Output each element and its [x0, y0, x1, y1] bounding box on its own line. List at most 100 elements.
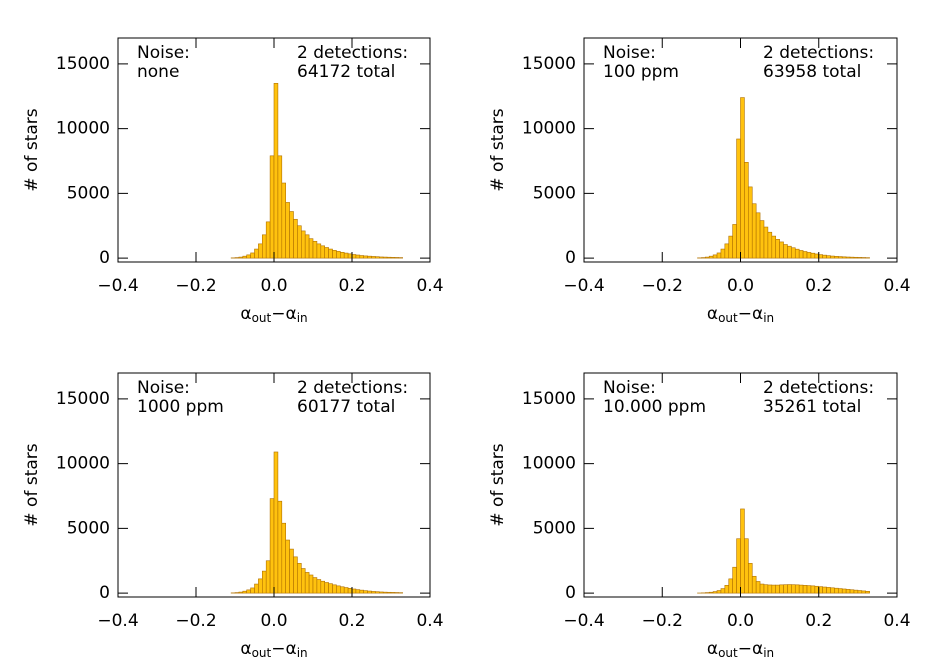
bar — [826, 255, 831, 259]
bar — [289, 548, 294, 594]
detections-label: 2 detections: — [297, 43, 408, 63]
detections-total: 64172 total — [297, 62, 395, 82]
x-tick-label: 0.2 — [338, 611, 365, 631]
bar — [367, 590, 372, 594]
bar — [328, 583, 333, 594]
bar — [261, 234, 267, 259]
bar — [332, 584, 337, 594]
x-label-subscript: out — [252, 646, 272, 660]
x-axis-label: αout−αin — [707, 304, 774, 325]
bar — [390, 592, 396, 594]
bar — [254, 248, 259, 259]
bar — [732, 566, 737, 594]
x-label-symbol: −α — [738, 639, 763, 659]
x-tick-label: −0.4 — [563, 611, 604, 631]
bar — [293, 218, 298, 259]
bar — [343, 587, 349, 594]
bar — [320, 580, 325, 594]
bar — [802, 251, 808, 259]
bar — [246, 589, 251, 594]
bar — [716, 590, 722, 594]
bar — [281, 182, 286, 259]
x-label-subscript: in — [297, 646, 308, 660]
noise-value: 10.000 ppm — [603, 397, 706, 417]
bar — [234, 592, 240, 594]
bar — [861, 257, 866, 259]
panel: 0 5000 10000 15000 −0.4 −0.2 0.0 0.2 0.4 # of sta… — [22, 37, 444, 325]
bar — [398, 257, 403, 259]
bar — [242, 590, 248, 594]
bar — [826, 587, 831, 594]
bar — [861, 590, 866, 594]
bar — [246, 254, 251, 259]
detections-label: 2 detections: — [763, 378, 874, 398]
bar — [763, 584, 769, 594]
bar — [798, 584, 804, 594]
x-tick-label: 0.0 — [260, 276, 287, 296]
bar — [324, 247, 329, 259]
bar — [779, 584, 784, 594]
x-label-symbol: −α — [738, 304, 763, 324]
x-label-subscript: out — [718, 311, 738, 325]
bar — [787, 245, 792, 259]
bar — [748, 186, 753, 259]
bar — [841, 256, 847, 259]
x-label-symbol: α — [707, 639, 718, 659]
y-tick-label: 10000 — [522, 119, 576, 139]
bar — [740, 97, 745, 259]
bar — [787, 584, 792, 594]
bar — [269, 498, 275, 594]
bar — [359, 589, 364, 594]
x-label-symbol: α — [240, 639, 251, 659]
bar — [265, 221, 271, 259]
bar — [728, 235, 733, 259]
bar — [351, 588, 357, 594]
bar — [273, 451, 279, 594]
x-tick-label: −0.2 — [642, 276, 683, 296]
bar — [830, 255, 835, 259]
x-tick-label: 0.0 — [727, 611, 754, 631]
noise-value: 100 ppm — [603, 62, 679, 82]
bar — [343, 252, 349, 259]
bar — [849, 256, 855, 259]
bar — [312, 577, 318, 594]
y-tick-label: 5000 — [533, 183, 576, 203]
panel: 0 5000 10000 15000 −0.4 −0.2 0.0 0.2 0.4 # of sta… — [22, 372, 444, 660]
bar — [297, 563, 302, 594]
bar — [316, 579, 322, 594]
bar — [347, 588, 353, 594]
bar — [300, 230, 306, 259]
bar — [822, 586, 827, 594]
bar — [250, 252, 255, 259]
y-axis-label: # of stars — [22, 108, 42, 191]
y-axis-label: # of stars — [488, 108, 508, 191]
bar — [704, 592, 710, 594]
bar — [238, 256, 244, 259]
bar — [755, 581, 761, 594]
bar — [806, 585, 812, 594]
bar — [724, 243, 730, 259]
noise-label: Noise: — [603, 378, 656, 398]
bar — [363, 590, 368, 594]
bar — [308, 574, 314, 594]
bar — [849, 589, 855, 594]
bar — [736, 538, 741, 594]
y-axis-label: # of stars — [22, 443, 42, 526]
bar — [810, 252, 816, 259]
bar — [308, 238, 314, 259]
x-tick-label: 0.4 — [883, 611, 910, 631]
bar — [250, 587, 255, 594]
x-label-subscript: in — [763, 311, 774, 325]
bar — [269, 155, 275, 259]
bar — [704, 256, 710, 259]
x-tick-label: 0.2 — [805, 611, 832, 631]
bar — [814, 585, 820, 594]
bar — [748, 563, 753, 594]
y-tick-label: 10000 — [56, 119, 110, 139]
bar — [336, 585, 341, 594]
bar — [394, 592, 400, 594]
bar — [728, 578, 733, 594]
bar — [853, 589, 859, 594]
noise-label: Noise: — [137, 43, 190, 63]
bar — [779, 241, 784, 259]
